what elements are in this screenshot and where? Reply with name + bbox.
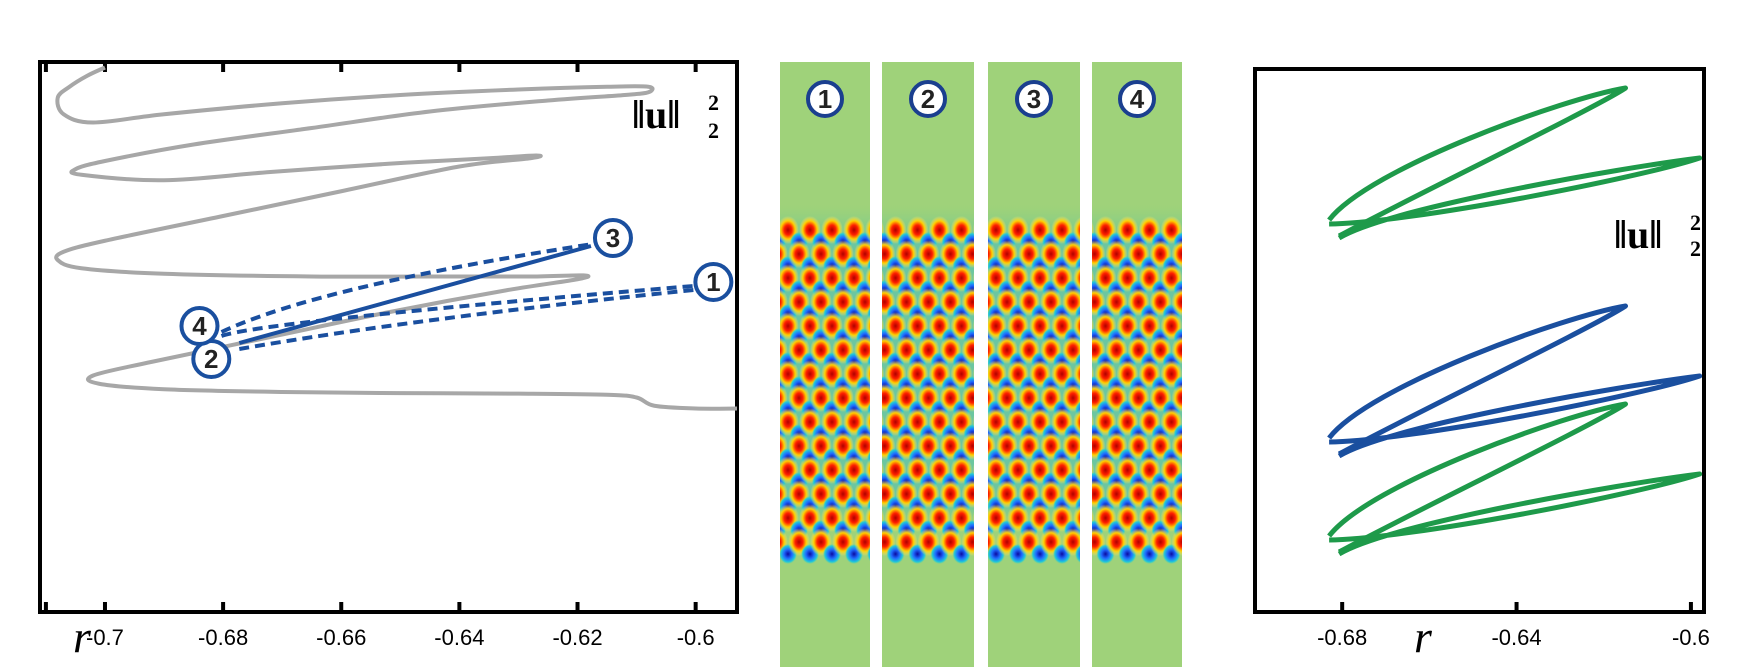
loop-3 [1327, 401, 1703, 557]
strip-marker-circle [909, 80, 947, 118]
left-x-axis-label: r [73, 611, 92, 662]
svg-text:2: 2 [1690, 236, 1701, 261]
right-bottom-ticks [1340, 602, 1693, 612]
marker-label: 3 [606, 223, 620, 253]
middle-panel: 1 2 3 4 [780, 62, 1182, 667]
svg-text:‖u‖: ‖u‖ [1614, 212, 1662, 257]
marker-label: 4 [192, 311, 207, 341]
pattern-strip-4: 4 [1092, 62, 1182, 667]
svg-text:2: 2 [708, 118, 719, 143]
svg-text:2: 2 [708, 90, 719, 115]
marker-label: 1 [706, 267, 720, 297]
right-x-tick-label: -0.6 [1672, 625, 1710, 650]
left-x-tick-label: -0.68 [198, 625, 248, 650]
left-x-tick-label: -0.64 [434, 625, 484, 650]
loop-lower-lobe [1329, 155, 1703, 241]
loop-upper-lobe [1327, 85, 1629, 239]
strip-marker-label: 2 [921, 84, 935, 114]
left-x-tick-label: -0.7 [86, 625, 124, 650]
right-panel: -0.68 -0.64 -0.6 r ‖u‖ 2 2 [1253, 67, 1710, 662]
left-x-tick-label: -0.62 [552, 625, 602, 650]
strip-marker-label: 3 [1027, 84, 1041, 114]
blue-solid-branch [238, 244, 592, 345]
pattern-strip-1: 1 [780, 62, 870, 667]
left-gray-curve-group [54, 65, 738, 411]
left-panel: 1 2 3 4 -0.7 -0.68 -0.66 -0.64 -0.62 -0.6 r ‖u‖ … [38, 60, 739, 662]
right-x-tick-label: -0.64 [1491, 625, 1541, 650]
loop-upper-lobe [1327, 303, 1629, 457]
pattern-strip-2: 2 [882, 62, 974, 667]
loop-upper-lobe [1327, 401, 1629, 555]
right-x-tick-labels: -0.68 -0.64 -0.6 [1317, 625, 1710, 650]
marker-label: 2 [204, 344, 218, 374]
left-y-axis-label: ‖u‖ 2 2 [632, 90, 719, 143]
right-loops [1327, 85, 1703, 557]
marker-2: 2 [191, 339, 232, 379]
marker-3: 3 [592, 218, 633, 258]
blue-dashed-branch [220, 284, 694, 338]
loop-lower-lobe [1329, 373, 1703, 459]
right-x-axis-label: r [1414, 611, 1433, 662]
blue-dashed-branch [220, 242, 594, 334]
marker-1: 1 [693, 262, 734, 302]
strip-marker-label: 4 [1130, 84, 1145, 114]
blue-dashed-branch [238, 288, 694, 351]
strip-marker-circle [1015, 80, 1053, 118]
pattern-strip-3: 3 [988, 62, 1080, 667]
left-top-ticks [43, 62, 698, 72]
svg-text:‖u‖: ‖u‖ [632, 92, 680, 137]
loop-1 [1327, 85, 1703, 241]
gray-bifurcation-curve [54, 65, 738, 411]
strip-marker-label: 1 [818, 84, 832, 114]
left-x-tick-label: -0.6 [677, 625, 715, 650]
left-x-tick-labels: -0.7 -0.68 -0.66 -0.64 -0.62 -0.6 [86, 625, 715, 650]
left-bottom-ticks [43, 602, 698, 612]
strip-marker-circle [806, 80, 844, 118]
marker-4: 4 [179, 306, 220, 346]
left-plot-frame [38, 60, 739, 614]
strip-marker-circle [1118, 80, 1156, 118]
right-plot-frame [1253, 67, 1706, 614]
loop-2 [1327, 303, 1703, 459]
left-blue-branch-group [220, 242, 694, 351]
svg-text:2: 2 [1690, 210, 1701, 235]
right-y-axis-label: ‖u‖ 2 2 [1614, 210, 1701, 261]
left-x-tick-label: -0.66 [316, 625, 366, 650]
left-markers: 1 2 3 4 [179, 218, 734, 379]
right-x-tick-label: -0.68 [1317, 625, 1367, 650]
loop-lower-lobe [1329, 471, 1703, 557]
